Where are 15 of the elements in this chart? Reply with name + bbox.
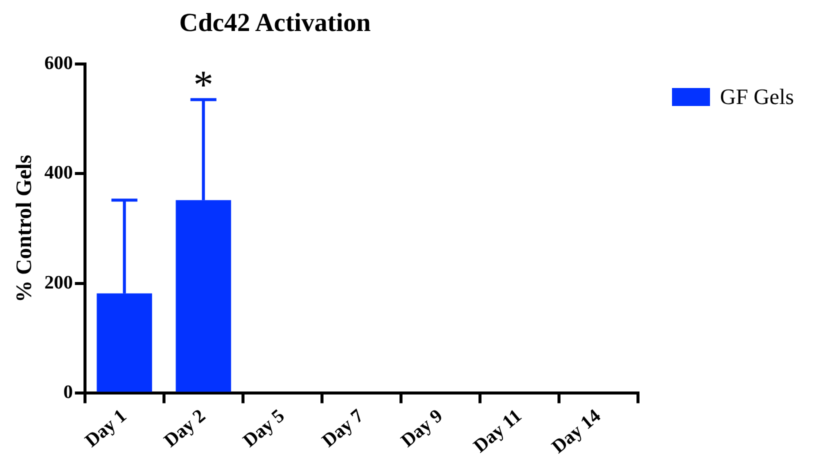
annotation: * [193,62,214,108]
y-axis-title: % Control Gels [10,154,36,302]
x-tick-label: Day 9 [397,405,447,452]
y-tick-label: 0 [63,382,73,404]
x-tick-label: Day 5 [239,405,289,452]
y-tick-label: 200 [44,272,73,294]
x-tick-label: Day 11 [470,405,526,458]
chart-title: Cdc42 Activation [178,8,372,38]
legend-label: GF Gels [720,84,794,110]
x-tick-label: Day 2 [160,405,210,452]
x-tick-label: Day 14 [548,405,606,458]
x-tick-label: Day 1 [81,405,131,452]
x-tick-label: Day 7 [318,405,368,452]
y-tick-label: 600 [44,52,73,74]
y-tick-label: 400 [44,162,73,184]
